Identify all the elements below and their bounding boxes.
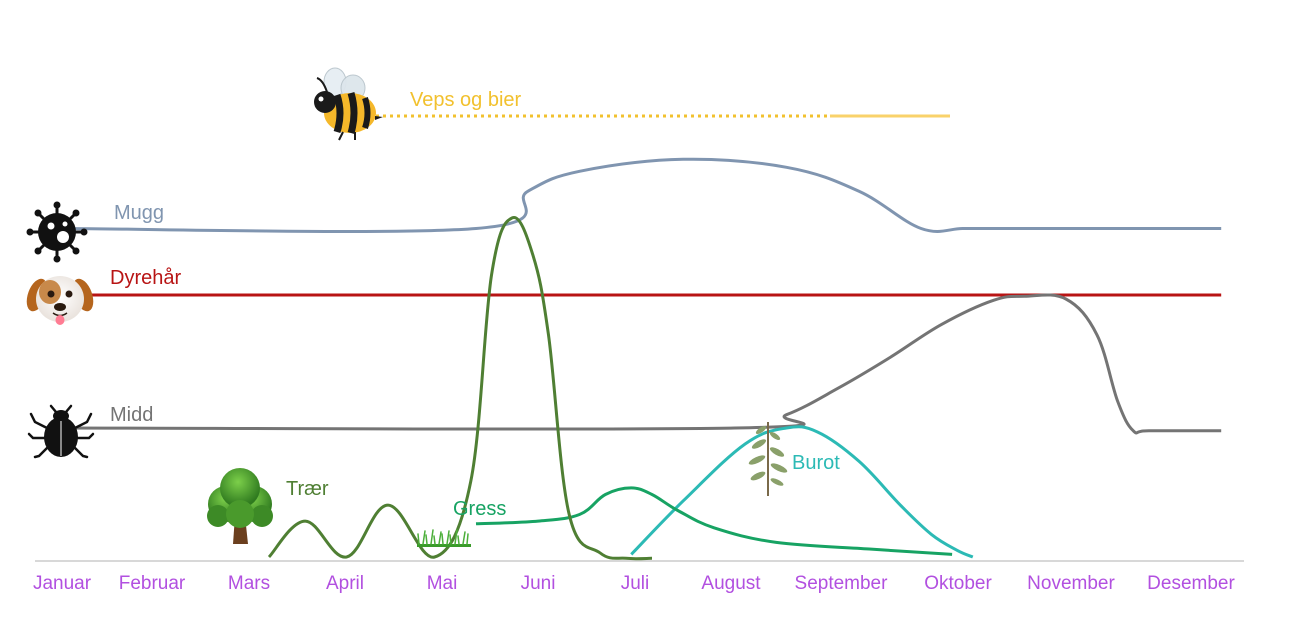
month-label: Desember	[1147, 573, 1235, 594]
dog-face-icon	[26, 276, 94, 325]
mold-spore-icon	[26, 201, 88, 263]
month-label: November	[1027, 573, 1115, 594]
series-line-midd	[61, 293, 1222, 435]
series-label-mugg: Mugg	[114, 202, 164, 224]
month-label: Oktober	[924, 573, 992, 594]
month-label: September	[795, 573, 889, 594]
month-label: Juli	[621, 573, 650, 594]
series-label-veps: Veps og bier	[410, 89, 522, 111]
month-label: Mars	[228, 573, 270, 594]
month-label: August	[701, 573, 761, 594]
month-label: Juni	[521, 573, 556, 594]
series-label-burot: Burot	[792, 452, 840, 474]
bee-icon	[314, 67, 383, 141]
series-line-burot	[630, 425, 974, 559]
month-label: Januar	[33, 573, 92, 594]
mugwort-plant-icon	[748, 422, 788, 496]
series-label-midd: Midd	[110, 404, 153, 426]
series-line-mugg	[61, 157, 1222, 233]
tree-icon	[207, 468, 273, 544]
beetle-icon	[27, 404, 95, 459]
series-label-gress: Gress	[453, 498, 506, 520]
series-label-traer: Trær	[286, 478, 329, 500]
series-line-traer	[267, 216, 653, 561]
grass-icon	[417, 529, 471, 547]
month-label: Mai	[427, 573, 458, 594]
series-label-dyrehar: Dyrehår	[110, 267, 181, 289]
month-label: Februar	[119, 573, 186, 594]
month-label: April	[326, 573, 364, 594]
month-labels: Januar Februar Mars April Mai Juni Juli …	[33, 573, 1236, 594]
series-line-gress	[475, 486, 953, 556]
